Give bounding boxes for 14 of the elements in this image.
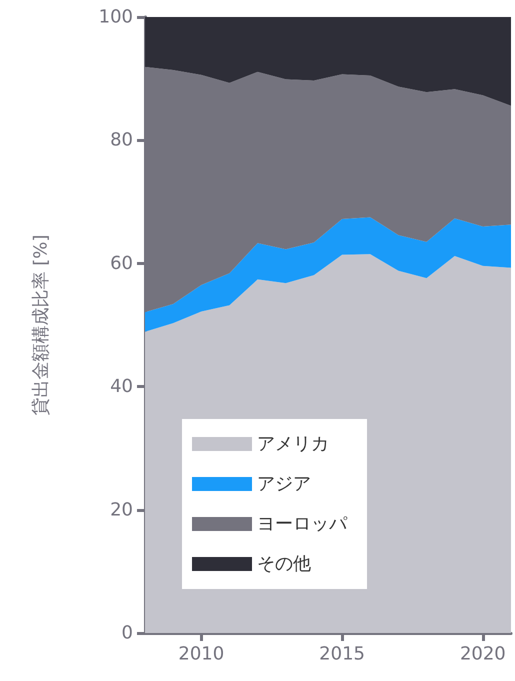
legend-label: アメリカ bbox=[257, 434, 329, 454]
y-tick-label: 100 bbox=[98, 6, 133, 28]
legend-label: その他 bbox=[257, 554, 311, 574]
y-tick-label: 0 bbox=[122, 622, 133, 644]
y-tick-label: 20 bbox=[110, 499, 133, 520]
legend-label: ヨーロッパ bbox=[257, 514, 348, 534]
y-axis-title: 貸出金額構成比率 [%] bbox=[30, 234, 52, 416]
legend-label: アジア bbox=[257, 474, 311, 494]
x-tick-label: 2015 bbox=[319, 644, 365, 664]
x-tick-label: 2010 bbox=[178, 644, 224, 664]
y-tick-label: 40 bbox=[110, 376, 133, 398]
y-tick-label: 60 bbox=[110, 252, 133, 274]
y-tick-label: 80 bbox=[110, 130, 133, 151]
x-tick-label: 2020 bbox=[460, 644, 506, 664]
